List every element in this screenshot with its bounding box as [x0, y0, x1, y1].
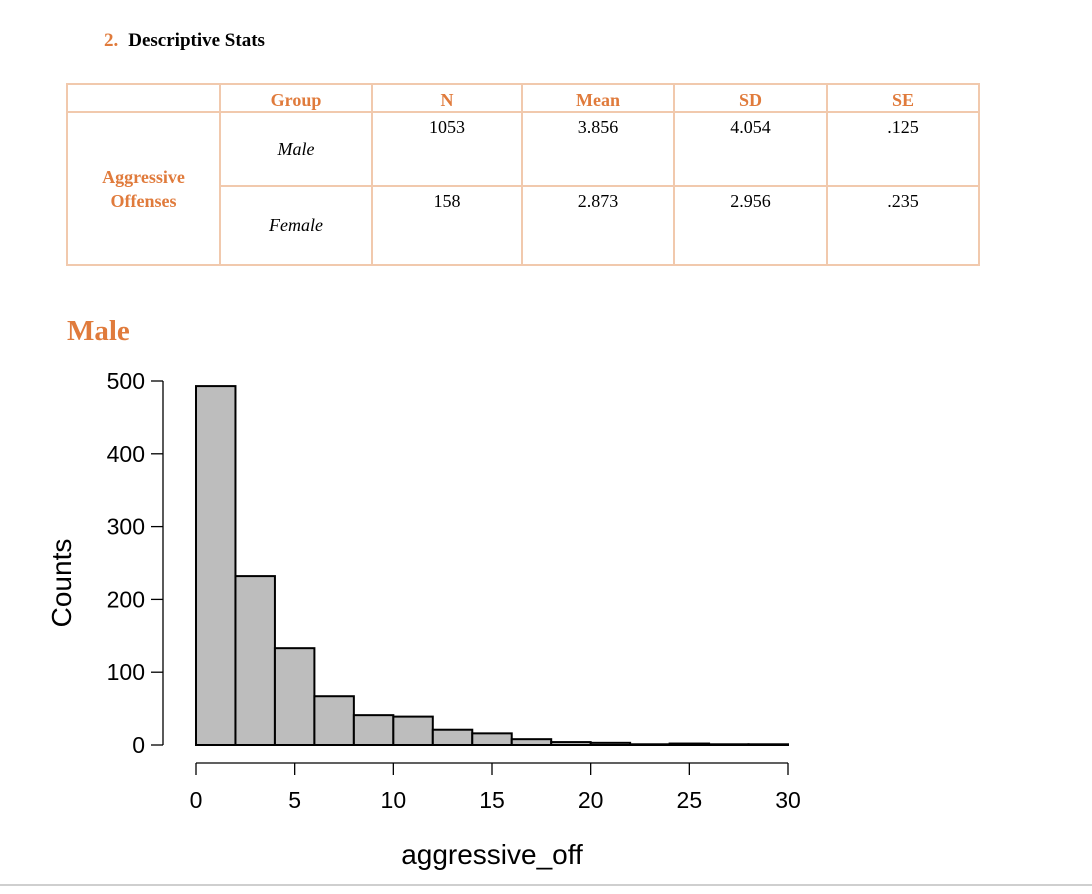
table-header-row: Group N Mean SD SE	[66, 83, 980, 113]
table-row: Female 158 2.873 2.956 .235	[67, 185, 980, 266]
x-axis-label: aggressive_off	[401, 839, 583, 870]
header-mean: Mean	[521, 83, 675, 113]
y-tick-label: 300	[107, 514, 145, 540]
section-title: Descriptive Stats	[128, 30, 265, 51]
histogram-bars	[195, 385, 789, 747]
x-tick-label: 10	[381, 787, 407, 813]
y-axis-label: Counts	[46, 539, 77, 628]
plot-title: Male	[67, 315, 130, 347]
x-tick-label: 25	[677, 787, 703, 813]
x-axis: 0 5 10 15 20 25 30	[190, 762, 801, 813]
histogram-bar	[273, 647, 316, 747]
sd-cell: 2.956	[673, 185, 828, 266]
y-tick-label: 400	[107, 441, 145, 467]
descriptive-stats-table: Group N Mean SD SE Aggressive Offenses M…	[66, 83, 980, 266]
n-cell: 1053	[371, 111, 523, 187]
header-group: Group	[219, 83, 373, 113]
header-se: SE	[826, 83, 980, 113]
variable-name-cell: Aggressive Offenses	[66, 111, 221, 266]
variable-name-line: Offenses	[110, 190, 177, 211]
se-cell: .235	[826, 185, 980, 266]
mean-cell: 3.856	[521, 111, 675, 187]
histogram-bar	[352, 714, 395, 746]
y-axis: 0 100 200 300 400 500	[107, 368, 164, 758]
histogram-bar	[313, 695, 355, 746]
section-number: 2.	[104, 30, 119, 51]
histogram-bar	[234, 575, 276, 746]
group-cell: Male	[219, 111, 373, 187]
se-cell: .125	[826, 111, 980, 187]
histogram-bar	[195, 385, 237, 746]
y-tick-label: 200	[107, 586, 145, 612]
x-tick-label: 5	[288, 787, 301, 813]
group-cell: Female	[219, 185, 373, 266]
y-tick-label: 500	[107, 368, 145, 394]
table-row: Aggressive Offenses Male 1053 3.856 4.05…	[66, 111, 980, 266]
x-tick-label: 20	[578, 787, 604, 813]
histogram-bar	[392, 715, 434, 746]
n-cell: 158	[371, 185, 523, 266]
histogram-bar	[431, 728, 474, 746]
mean-cell: 2.873	[521, 185, 675, 266]
sd-cell: 4.054	[673, 111, 828, 187]
header-blank	[66, 83, 221, 113]
x-tick-label: 30	[775, 787, 801, 813]
variable-name-line: Aggressive	[102, 166, 185, 187]
divider	[0, 884, 1092, 886]
y-tick-label: 100	[107, 659, 145, 685]
header-n: N	[371, 83, 523, 113]
section-heading: 2. Descriptive Stats	[104, 30, 265, 52]
histogram-bar	[471, 732, 513, 746]
header-sd: SD	[673, 83, 828, 113]
x-tick-label: 0	[190, 787, 203, 813]
y-tick-label: 0	[132, 732, 145, 758]
x-tick-label: 15	[479, 787, 505, 813]
